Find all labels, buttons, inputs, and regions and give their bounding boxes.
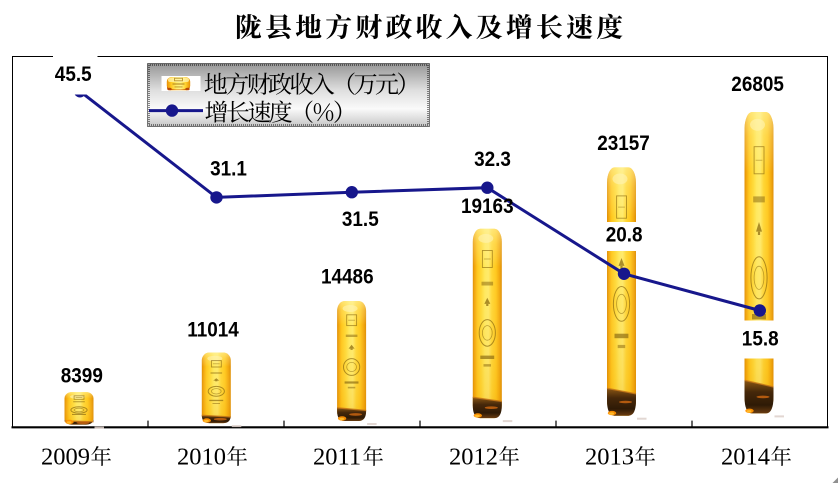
svg-text:11014: 11014 <box>187 318 239 341</box>
svg-text:2014: 2014 <box>721 444 770 471</box>
svg-text:45.5: 45.5 <box>55 63 92 86</box>
svg-text:2012: 2012 <box>449 444 498 471</box>
svg-text:15.8: 15.8 <box>742 327 779 350</box>
svg-text:31.5: 31.5 <box>342 208 379 231</box>
svg-text:19163: 19163 <box>461 195 514 218</box>
svg-text:2009: 2009 <box>41 444 90 471</box>
svg-text:20.8: 20.8 <box>606 224 643 247</box>
svg-text:31.1: 31.1 <box>210 157 247 180</box>
svg-text:23157: 23157 <box>597 132 650 155</box>
svg-text:8399: 8399 <box>61 365 103 388</box>
svg-text:2010: 2010 <box>177 444 226 471</box>
svg-text:32.3: 32.3 <box>474 148 511 171</box>
svg-text:26805: 26805 <box>731 73 784 96</box>
svg-text:14486: 14486 <box>321 265 374 288</box>
svg-text:2011: 2011 <box>313 444 361 471</box>
svg-text:2013: 2013 <box>585 444 634 471</box>
